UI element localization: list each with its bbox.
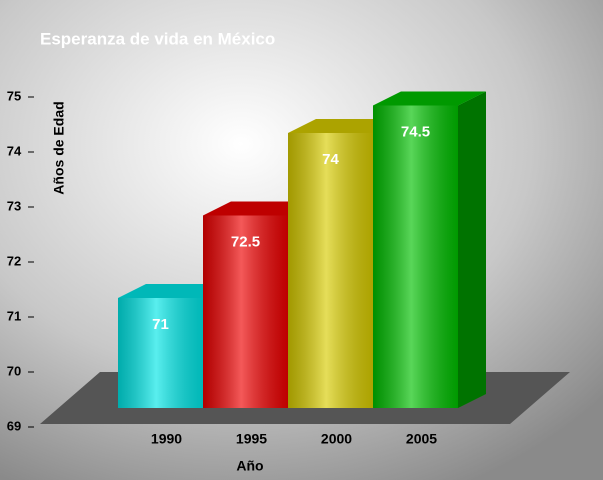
value-label: 71 <box>152 316 169 333</box>
y-tick-label: 72 <box>7 253 21 268</box>
x-tick-label: 1990 <box>151 431 182 447</box>
bar-shine <box>118 298 203 408</box>
x-tick-label: 2005 <box>406 431 437 447</box>
value-label: 74.5 <box>401 123 430 140</box>
x-axis-label: Año <box>236 458 263 474</box>
bar-top-shade <box>373 91 486 106</box>
y-tick-label: 74 <box>7 143 22 158</box>
x-tick-label: 2000 <box>321 431 352 447</box>
bar-side-shade <box>458 91 486 408</box>
y-tick-label: 71 <box>7 308 21 323</box>
bar-shine <box>203 215 288 408</box>
bar-shine <box>288 133 373 408</box>
bar-top <box>118 284 231 298</box>
bar-top <box>203 201 316 216</box>
bar-top-shade <box>203 201 316 216</box>
bar-top-shade <box>118 284 231 298</box>
bar-top-shade <box>288 119 401 133</box>
y-tick-label: 70 <box>7 363 21 378</box>
bar-shine <box>373 105 458 408</box>
value-label: 74 <box>322 151 339 168</box>
bar-top <box>373 91 486 106</box>
y-axis-label: Años de Edad <box>51 101 67 194</box>
y-tick-label: 75 <box>7 88 21 103</box>
y-tick-label: 69 <box>7 418 21 433</box>
x-tick-label: 1995 <box>236 431 267 447</box>
bar-top <box>288 119 401 133</box>
value-label: 72.5 <box>231 233 260 250</box>
bar-side <box>458 91 486 408</box>
y-tick-label: 73 <box>7 198 21 213</box>
chart-title: Esperanza de vida en México <box>40 29 275 48</box>
